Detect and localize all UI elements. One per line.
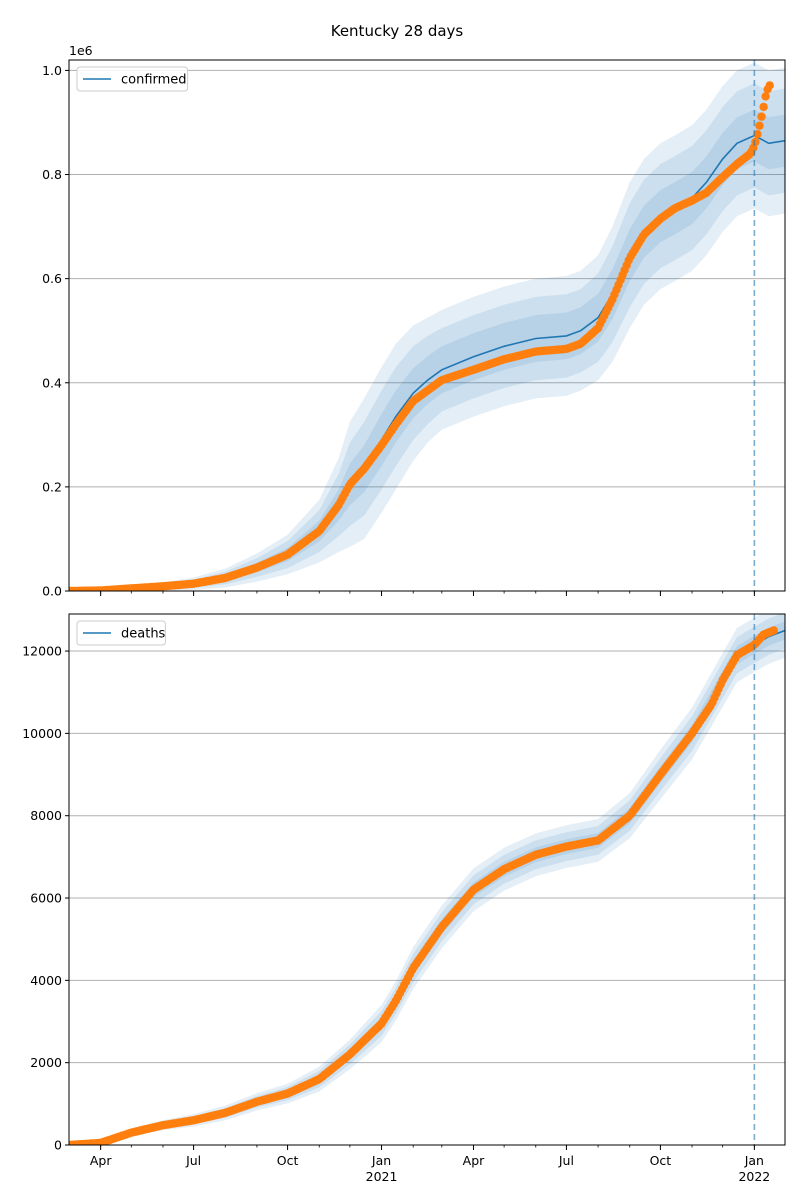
x-tick-label: Jul: [185, 1153, 201, 1168]
plot-area: [69, 614, 785, 1145]
x-tick-label: Jul: [558, 1153, 574, 1168]
confirmed-panel: 0.0 0.2 0.4 0.6 0.8 1.0 1e6 confirmed: [42, 43, 786, 599]
y-tick-label: 4000: [30, 973, 62, 988]
observed-point: [761, 92, 770, 101]
plot-area: [69, 62, 785, 591]
observed-point: [759, 102, 768, 112]
x-tick-label: Jan: [744, 1153, 764, 1168]
x-year-label: 2021: [366, 1169, 398, 1184]
x-tick-label: Jan: [371, 1153, 391, 1168]
observed-point: [769, 626, 778, 635]
y-tick-label: 12000: [22, 644, 62, 659]
observed-point: [757, 112, 766, 121]
legend-label: deaths: [121, 627, 166, 642]
y-tick-label: 0.6: [42, 271, 62, 286]
figure-title: Kentucky 28 days: [331, 22, 464, 40]
y-tick-label: 6000: [30, 891, 62, 906]
observed-point: [755, 121, 764, 130]
x-tick-label: Apr: [90, 1153, 112, 1168]
axes-frame: [68, 613, 786, 1146]
y-tick-label: 0: [54, 1138, 62, 1153]
legend-box: [76, 66, 189, 92]
legend-box: [76, 620, 166, 646]
y-tick-label: 10000: [22, 726, 62, 741]
observed-point: [751, 137, 760, 147]
y-tick-label: 1.0: [42, 63, 62, 78]
y-tick-label: 0.4: [42, 375, 62, 390]
uncertainty-band: [69, 109, 785, 591]
uncertainty-band: [69, 62, 785, 591]
y-scale-label: 1e6: [69, 43, 93, 58]
y-tick-label: 0.8: [42, 167, 62, 182]
x-tick-label: Oct: [277, 1153, 299, 1168]
uncertainty-band: [69, 614, 785, 1145]
uncertainty-band: [69, 621, 785, 1145]
y-tick-label: 0.0: [42, 584, 62, 599]
y-tick-label: 2000: [30, 1055, 62, 1070]
x-tick-label: Apr: [463, 1153, 485, 1168]
model-line: [69, 629, 785, 1145]
legend-label: confirmed: [121, 73, 187, 88]
y-tick-label: 8000: [30, 808, 62, 823]
axes-frame: [68, 59, 786, 592]
uncertainty-band: [69, 614, 785, 1145]
uncertainty-band: [69, 83, 785, 591]
observed-point: [753, 130, 762, 139]
y-tick-label: 0.2: [42, 479, 62, 494]
deaths-panel: 0 2000 4000 6000 8000 10000 12000 Apr Jul Oct Jan A…: [22, 613, 786, 1184]
observed-point: [765, 81, 774, 90]
x-tick-label: Oct: [650, 1153, 672, 1168]
x-year-label: 2022: [738, 1169, 770, 1184]
